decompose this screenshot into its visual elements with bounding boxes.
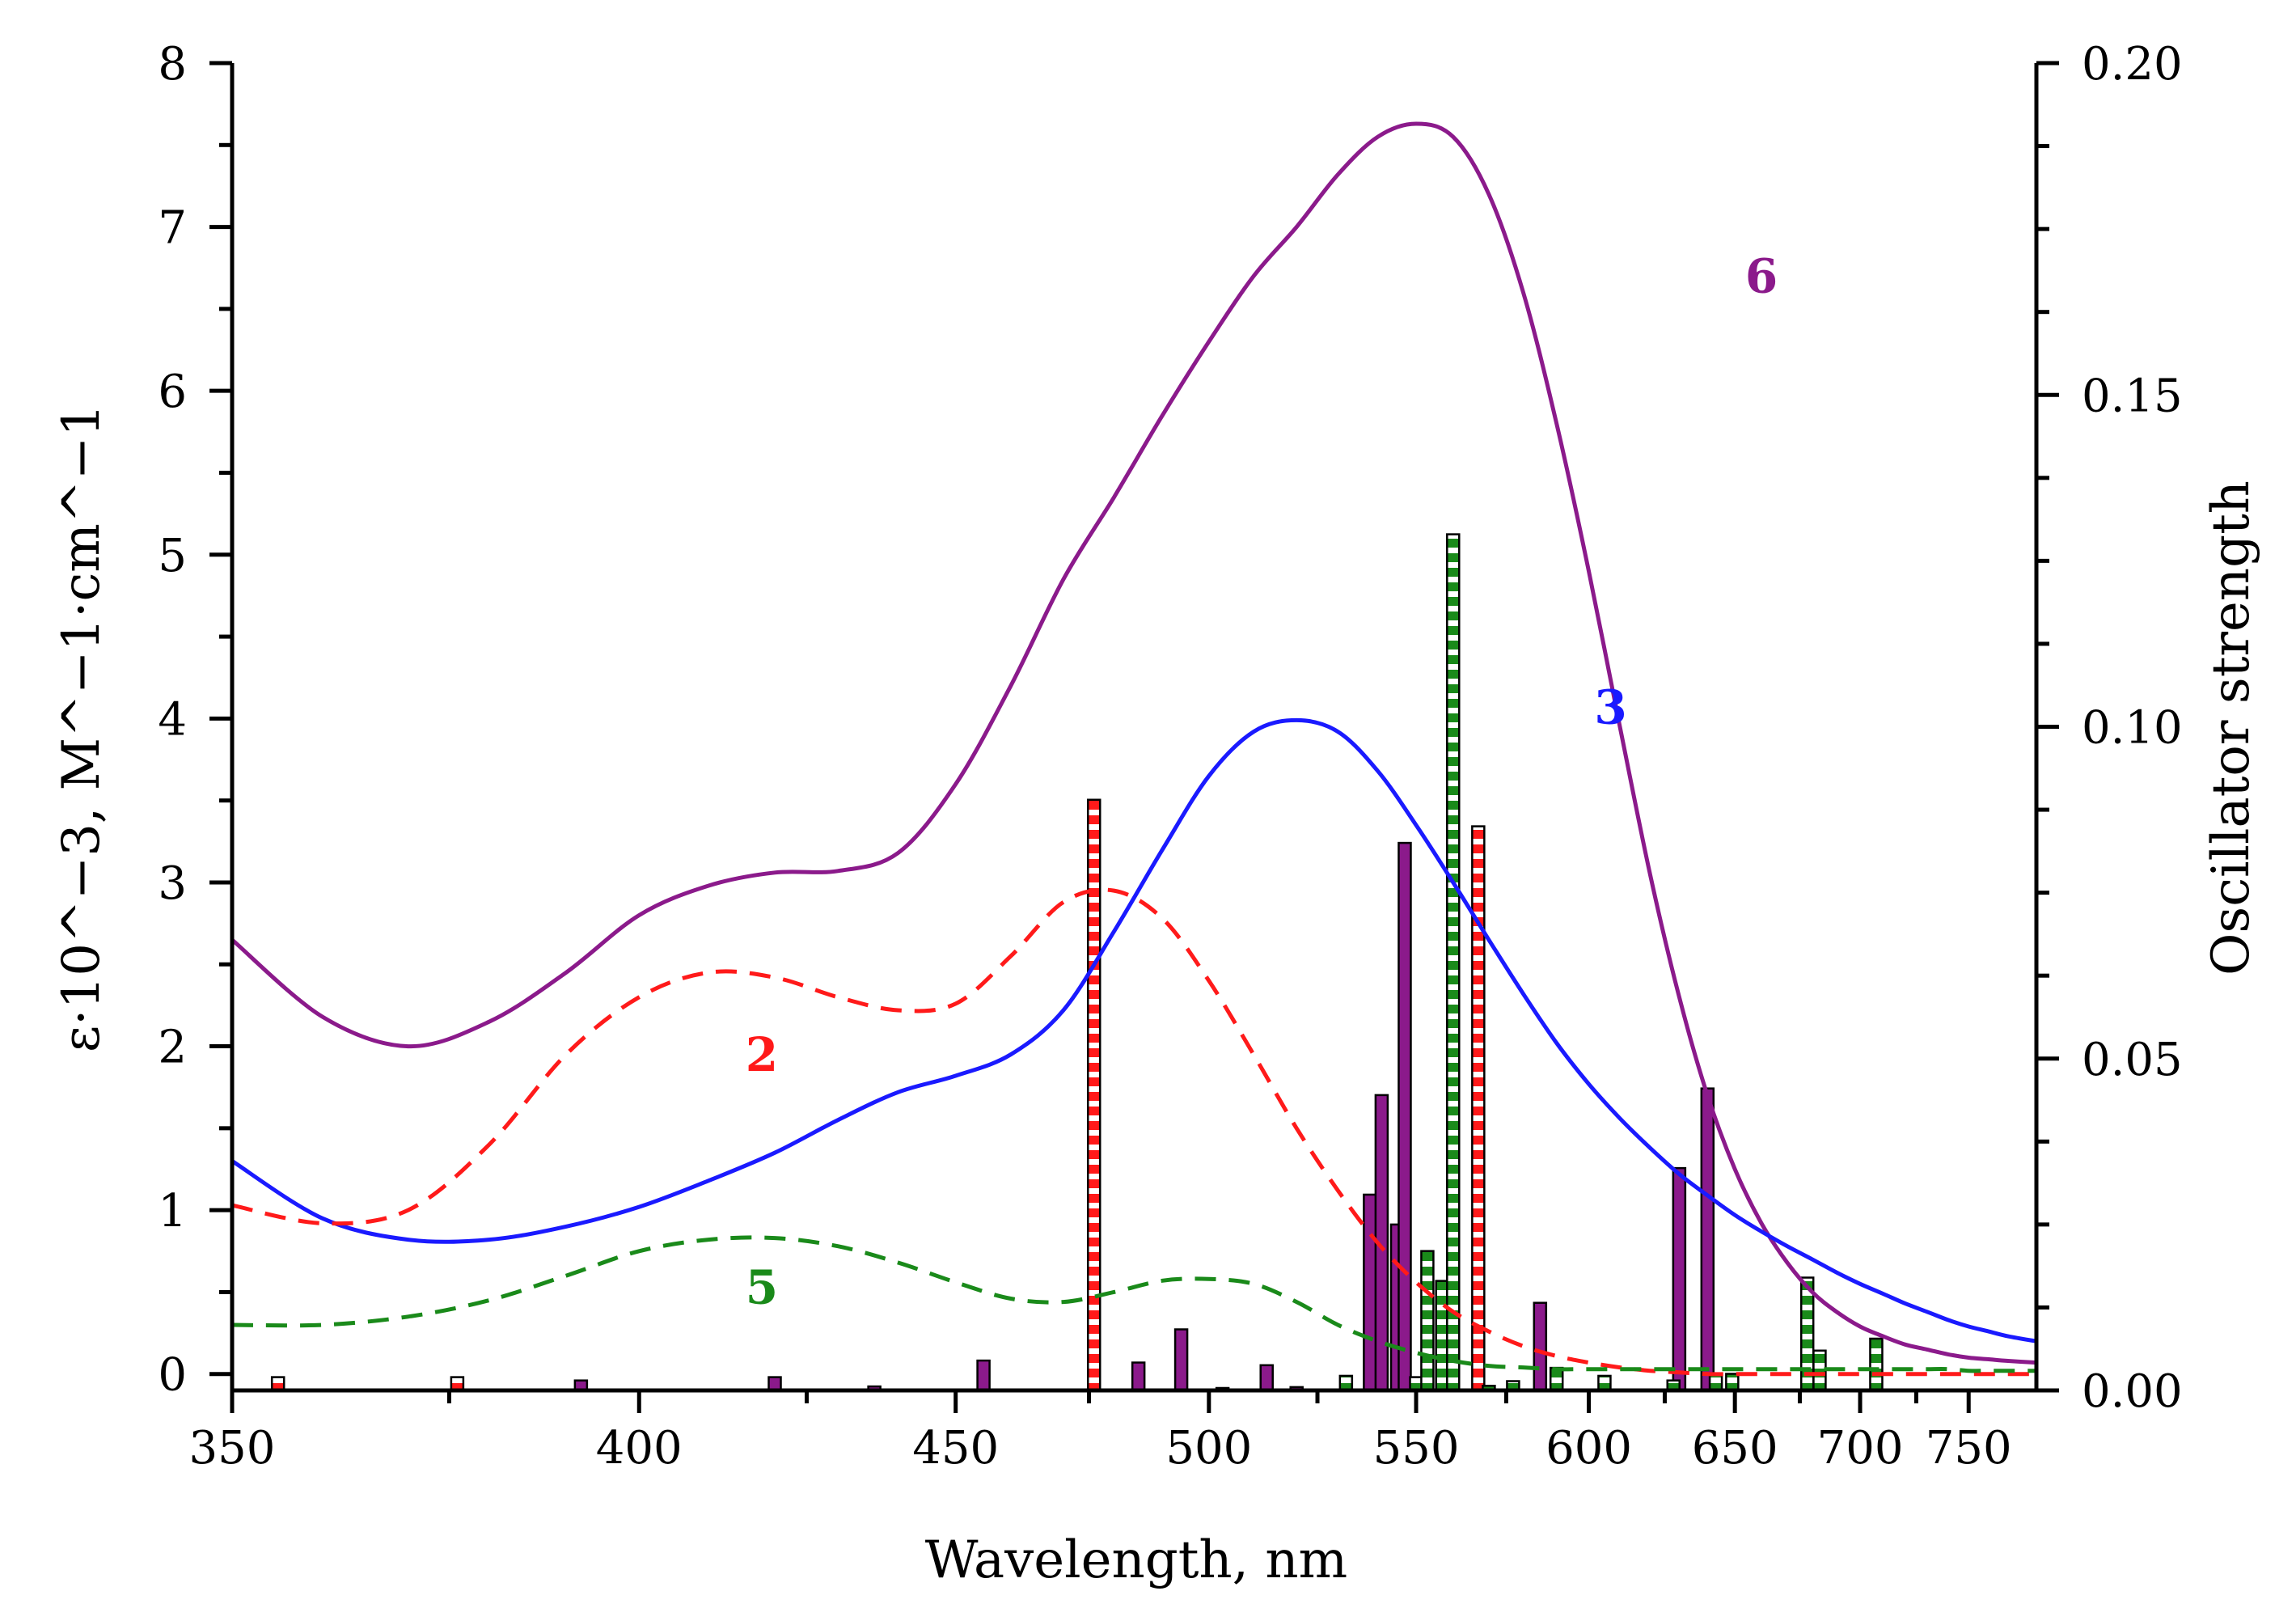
y-left-tick-label-7: 7 [158, 202, 187, 255]
oscillator-bar-6-5 [1173, 1328, 1189, 1392]
y-left-tick-label-8: 8 [158, 38, 187, 91]
y-right-tick-label-0: 0.00 [2082, 1365, 2183, 1418]
curve-5 [231, 1235, 2036, 1373]
curve-2 [231, 887, 2036, 1377]
y-right-tick-label-1: 0.05 [2082, 1034, 2183, 1086]
oscillator-bar-6-15 [1700, 1087, 1715, 1392]
ticks [209, 61, 2059, 1413]
oscillator-bar-6-3 [976, 1359, 991, 1392]
oscillator-bar-5-7 [1549, 1366, 1564, 1392]
x-tick-label-650: 650 [1692, 1422, 1778, 1475]
curve-label-2: 2 [746, 1027, 778, 1082]
oscillator-bar-5-8 [1597, 1374, 1612, 1392]
curve-3 [230, 717, 2037, 1344]
y-left-tick-label-4: 4 [158, 693, 187, 746]
y-left-tick-label-2: 2 [158, 1022, 187, 1074]
y-left-tick-label-6: 6 [158, 366, 187, 418]
y-right-tick-label-2: 0.10 [2082, 702, 2183, 755]
y-right-axis-title: Oscillator strength [2201, 480, 2261, 975]
oscillator-bar-6-14 [1672, 1166, 1687, 1392]
x-tick-label-700: 700 [1817, 1422, 1904, 1475]
oscillator-bar-5-14 [1869, 1337, 1884, 1392]
curve-6 [230, 121, 2037, 1365]
oscillator-bar-5-4 [1446, 533, 1461, 1392]
x-tick-label-550: 550 [1373, 1422, 1460, 1475]
curve-labels: 6 3 2 5 [746, 249, 1778, 1315]
oscillator-bar-6-13 [1533, 1301, 1548, 1392]
oscillator-bar-6-9 [1363, 1193, 1377, 1392]
oscillator-bars [270, 533, 1884, 1392]
y-left-tick-label-3: 3 [158, 857, 187, 910]
svg-text:ε·10^−3, M^−1·cm^−1: ε·10^−3, M^−1·cm^−1 [52, 404, 112, 1052]
y-left-title-text: ε·10^−3, M^−1·cm^−1 [52, 404, 112, 1052]
absorption-curves [230, 121, 2037, 1377]
x-tick-label-600: 600 [1545, 1422, 1632, 1475]
y-left-axis-title: ε·10^−3, M^−1·cm^−1 [52, 404, 112, 1052]
oscillator-bar-5-13 [1812, 1349, 1827, 1392]
y-right-tick-label-4: 0.20 [2082, 38, 2183, 91]
y-left-tick-label-1: 1 [158, 1185, 187, 1238]
y-left-tick-label-5: 5 [158, 530, 187, 582]
oscillator-bar-6-4 [1131, 1361, 1146, 1392]
oscillator-bar-2-4 [1471, 825, 1486, 1392]
x-tick-label-500: 500 [1165, 1422, 1252, 1475]
oscillator-bar-6-7 [1259, 1364, 1274, 1392]
y-right-tick-label-3: 0.15 [2082, 370, 2183, 422]
y-left-tick-label-0: 0 [158, 1349, 187, 1402]
x-tick-label-750: 750 [1926, 1422, 2012, 1475]
oscillator-bar-5-2 [1420, 1250, 1435, 1392]
oscillator-bar-5-10 [1708, 1373, 1723, 1392]
oscillator-bar-5-0 [1338, 1374, 1354, 1392]
x-axis-title: Wavelength, nm [925, 1530, 1347, 1590]
oscillator-bar-6-12 [1397, 841, 1412, 1392]
curve-label-3: 3 [1594, 679, 1626, 734]
oscillator-bar-5-11 [1725, 1373, 1740, 1392]
curve-label-6: 6 [1745, 249, 1778, 304]
tick-labels: 350 400 450 500 550 600 650 700 750 0 1 2 3 4 5 6 7 8 0.00… [158, 38, 2182, 1475]
x-tick-label-450: 450 [912, 1422, 999, 1475]
x-tick-label-400: 400 [596, 1422, 683, 1475]
curve-label-5: 5 [746, 1260, 778, 1315]
x-tick-label-350: 350 [189, 1422, 276, 1475]
